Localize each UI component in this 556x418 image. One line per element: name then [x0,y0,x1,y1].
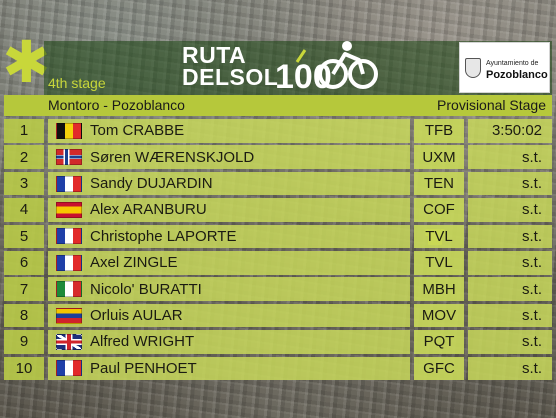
position: 5 [4,224,44,249]
finish-time: s.t. [468,277,552,301]
route-bar: Montoro - Pozoblanco Provisional Stage [4,95,552,116]
rider-cell: Søren WÆRENSKJOLD [48,145,410,169]
team-code: UXM [414,145,464,169]
result-row: 8 Orluis AULAR MOV s.t. [4,303,552,328]
sponsor-line1: Ayuntamiento de [486,60,539,67]
team-code: MOV [414,303,464,328]
norway-flag-icon [56,149,82,166]
rider-name: Paul PENHOET [90,359,197,377]
finish-time: s.t. [468,250,552,275]
italy-flag-icon [56,281,82,298]
logo-word-delsol: DELSOL [182,64,279,90]
rider-name: Søren WÆRENSKJOLD [90,148,255,166]
united-kingdom-flag-icon [56,333,82,350]
results-table: 1 Tom CRABBE TFB 3:50:02 2 Søren WÆRENSK… [4,119,552,383]
rider-cell: Alex ARANBURU [48,198,410,222]
logo-word-ruta: RUTA [182,42,247,68]
rider-cell: Axel ZINGLE [48,250,410,275]
result-row: 3 Sandy DUJARDIN TEN s.t. [4,171,552,196]
position: 7 [4,277,44,301]
rider-cell: Alfred WRIGHT [48,330,410,354]
logo-100-cyclist-icon: 100 [275,41,378,92]
rider-name: Orluis AULAR [90,307,183,325]
sponsor-line2: Pozoblanco [486,69,548,81]
route-label: Montoro - Pozoblanco [48,97,185,113]
team-code: PQT [414,330,464,354]
france-flag-icon [56,360,82,377]
rider-cell: Paul PENHOET [48,356,410,381]
rider-name: Alfred WRIGHT [90,333,195,351]
result-row: 7 Nicolo' BURATTI MBH s.t. [4,277,552,301]
team-code: TFB [414,119,464,143]
finish-time: 3:50:02 [468,119,552,143]
finish-time: s.t. [468,303,552,328]
team-code: TVL [414,250,464,275]
rider-name: Tom CRABBE [90,122,185,140]
belgium-flag-icon [56,122,82,139]
rider-name: Axel ZINGLE [90,254,178,272]
finish-time: s.t. [468,224,552,249]
team-code: COF [414,198,464,222]
rider-name: Nicolo' BURATTI [90,280,202,298]
rider-cell: Tom CRABBE [48,119,410,143]
crest-icon [465,58,481,78]
position: 10 [4,356,44,381]
rider-name: Alex ARANBURU [90,201,207,219]
position: 3 [4,171,44,196]
status-label: Provisional Stage [437,97,546,113]
france-flag-icon [56,175,82,192]
result-row: 1 Tom CRABBE TFB 3:50:02 [4,119,552,143]
position: 2 [4,145,44,169]
finish-time: s.t. [468,330,552,354]
rider-cell: Orluis AULAR [48,303,410,328]
ruta-del-sol-star-icon: ✱ [2,28,51,96]
position: 6 [4,250,44,275]
team-code: MBH [414,277,464,301]
france-flag-icon [56,228,82,245]
spain-flag-icon [56,201,82,218]
result-row: 5 Christophe LAPORTE TVL s.t. [4,224,552,249]
team-code: GFC [414,356,464,381]
rider-cell: Sandy DUJARDIN [48,171,410,196]
result-row: 6 Axel ZINGLE TVL s.t. [4,250,552,275]
position: 8 [4,303,44,328]
rider-cell: Nicolo' BURATTI [48,277,410,301]
sponsor-ayuntamiento-pozoblanco: Ayuntamiento de Pozoblanco [459,42,550,93]
ruta-del-sol-logo: RUTA DELSOL 100 [180,40,380,92]
finish-time: s.t. [468,198,552,222]
position: 4 [4,198,44,222]
finish-time: s.t. [468,145,552,169]
rider-name: Sandy DUJARDIN [90,175,213,193]
team-code: TVL [414,224,464,249]
france-flag-icon [56,254,82,271]
result-row: 4 Alex ARANBURU COF s.t. [4,198,552,222]
rider-name: Christophe LAPORTE [90,227,237,245]
rider-cell: Christophe LAPORTE [48,224,445,249]
team-code: TEN [414,171,464,196]
position: 1 [4,119,44,143]
result-row: 2 Søren WÆRENSKJOLD UXM s.t. [4,145,552,169]
venezuela-flag-icon [56,307,82,324]
position: 9 [4,330,44,354]
stage-label: 4th stage [48,75,106,91]
result-row: 10 Paul PENHOET GFC s.t. [4,356,552,381]
finish-time: s.t. [468,171,552,196]
result-row: 9 Alfred WRIGHT PQT s.t. [4,330,552,354]
finish-time: s.t. [468,356,552,381]
